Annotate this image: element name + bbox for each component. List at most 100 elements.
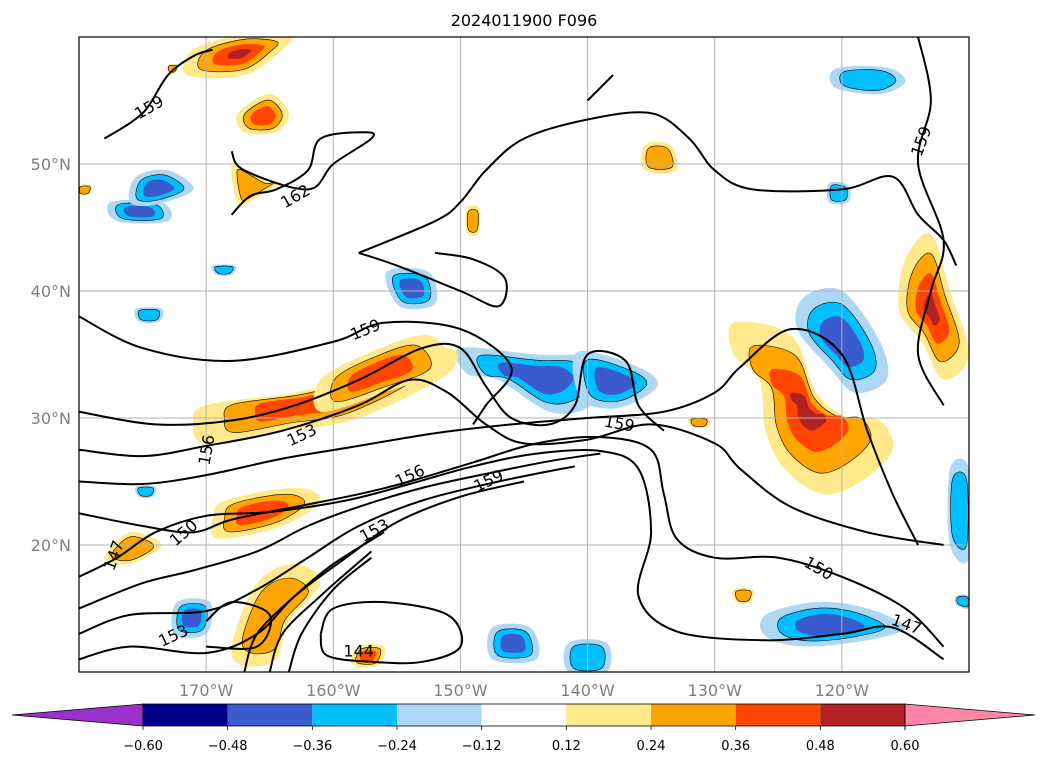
anomaly-region [313,335,450,412]
contour-label: 159 [603,412,636,436]
contour-line [79,435,945,648]
colorbar-tick-label: −0.12 [462,739,502,754]
colorbar-tick-label: −0.36 [292,739,332,754]
anomaly-band [236,168,276,201]
contour-line [205,601,273,650]
colorbar-tick-label: 0.36 [721,739,750,754]
colorbar-cell [820,704,905,726]
anomaly-band [360,650,377,662]
lat-tick-label: 50°N [31,155,71,174]
contour-line [79,448,945,661]
lon-tick-label: 160°W [306,681,361,700]
anomaly-band [214,265,234,275]
contour-line [287,556,373,672]
anomaly-band [790,392,827,431]
contour-line [358,251,508,308]
contour-line [358,111,958,267]
lat-tick-label: 20°N [31,536,71,555]
contour-label-text: 156 [195,433,219,466]
contour-label-text: 159 [907,124,935,159]
anomaly-region [107,199,172,224]
contour-label: 156 [392,460,428,490]
chart-title: 2024011900 F096 [451,11,598,30]
anomaly-band [79,185,91,195]
anomaly-band [690,418,708,427]
anomaly-band [466,209,479,233]
anomaly-band [137,308,161,322]
contour-line [79,315,513,425]
anomaly-region [898,232,969,381]
contour-label-text: 147 [100,538,128,573]
anomaly-band [594,367,636,395]
lon-tick-label: 170°W [179,681,234,700]
anomaly-band [250,106,276,126]
anomaly-region [211,264,237,276]
contour-line [103,48,213,140]
contour-line [268,550,373,672]
contour-label: 159 [907,124,935,159]
colorbar-cell [735,704,821,726]
anomaly-band [399,278,425,299]
colorbar-tick-label: 0.24 [637,739,666,754]
contour-label: 147 [100,538,128,573]
anomaly-region [128,169,194,207]
anomaly-region [182,37,292,79]
anomaly-region [728,321,894,495]
anomaly-band [143,179,175,197]
anomaly-band [227,49,252,59]
colorbar-tick-label: 0.12 [552,739,581,754]
anomaly-band [794,614,865,636]
contour-line [79,378,944,546]
colorbar-cell [312,704,397,726]
contour-label-text: 153 [356,515,392,546]
colorbar-tick-label: −0.60 [123,739,163,754]
anomaly-region [826,181,851,205]
anomaly-band [137,486,154,497]
colorbar-tick-label: 0.48 [806,739,835,754]
anomaly-band [950,471,969,550]
colorbar-extend-low [11,703,144,727]
lon-tick-label: 120°W [815,681,870,700]
anomaly-region [135,485,157,498]
anomaly-band [735,589,752,602]
anomaly-band [500,633,526,653]
anomaly-region [829,66,906,95]
lat-tick-label: 30°N [31,409,71,428]
colorbar-tick-label: 0.60 [891,739,920,754]
contour-label: 159 [348,315,383,344]
contour-line [79,465,576,635]
anomaly-region [231,164,283,207]
lon-tick-label: 140°W [560,681,615,700]
contour-label: 150 [801,552,837,584]
lat-tick-label: 40°N [31,282,71,301]
colorbar-cell [566,704,651,726]
colorbar-cell [481,704,567,726]
colorbar-cell [227,704,313,726]
colorbar-frame [142,703,906,727]
anomaly-region [954,594,969,609]
colorbar-tick-label: −0.24 [377,739,417,754]
anomaly-band [123,205,155,218]
contour-label: 144 [343,641,374,660]
contour-label-text: 159 [603,412,636,436]
anomaly-band [829,184,848,202]
anomaly-region [487,623,540,664]
anomaly-region [572,350,659,409]
contour-line [319,600,464,665]
lon-tick-label: 130°W [688,681,743,700]
anomaly-region [641,141,679,174]
anomaly-region [385,267,438,310]
anomaly-band [839,69,897,91]
anomaly-band [956,595,969,608]
colorbar-cell [651,704,736,726]
contour-label-text: 150 [801,552,837,584]
anomaly-region [759,601,906,647]
contour-line [230,131,375,216]
contour-label: 159 [471,466,507,496]
contour-line [916,37,945,406]
contour-label-text: 144 [343,641,374,660]
contour-line [586,74,614,102]
colorbar-tick-label: −0.48 [208,739,248,754]
